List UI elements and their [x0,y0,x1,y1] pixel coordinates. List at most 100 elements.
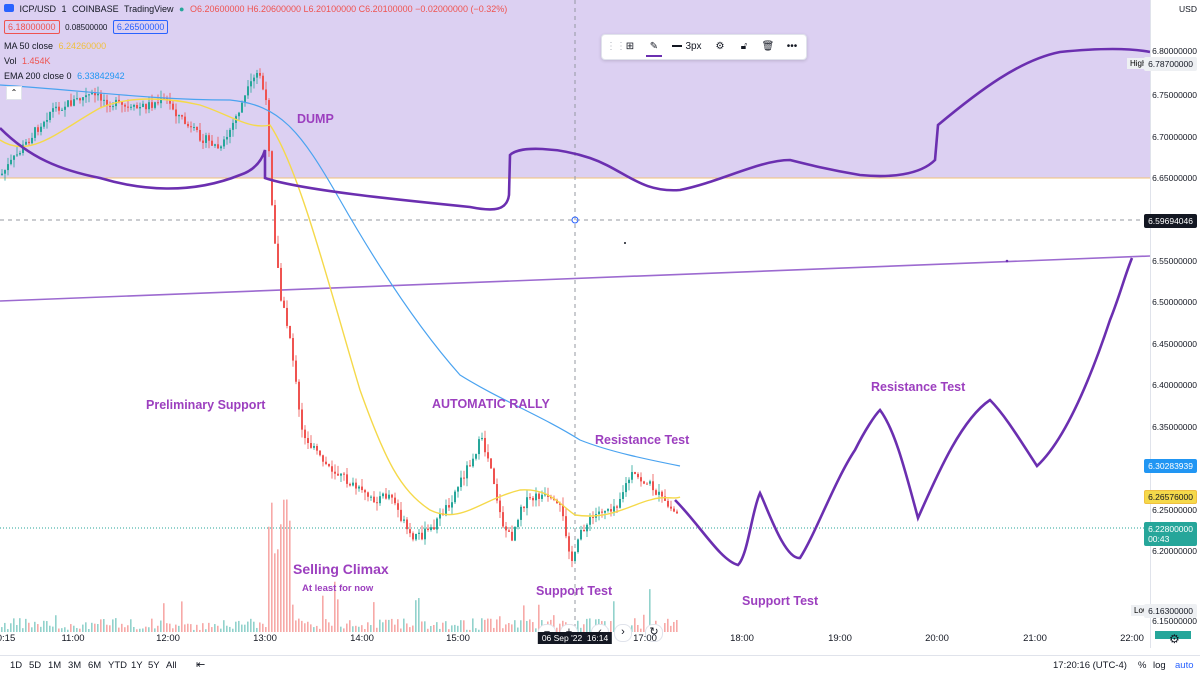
chart-settings-gear-icon[interactable]: ⚙ [1169,632,1180,646]
range-ytd[interactable]: YTD [108,660,127,671]
range-3m[interactable]: 3M [68,660,82,671]
chart-area[interactable]: ICP/USD 1 COINBASE TradingView ● O6.2060… [0,0,1150,648]
range-6m[interactable]: 6M [88,660,102,671]
range-1m[interactable]: 1M [48,660,62,671]
price-chart[interactable] [0,0,1150,648]
volume-bar [268,526,270,632]
range-5d[interactable]: 5D [29,660,42,671]
ma-50-line[interactable] [0,98,681,517]
volume-bar [304,623,306,632]
price-tick: 6.65000000 [1152,173,1197,183]
candle-body [202,140,204,143]
percent-toggle[interactable]: % [1138,660,1147,671]
annotation-dump[interactable]: DUMP [297,112,334,126]
volume-bar [499,616,501,632]
range-1d[interactable]: 1D [10,660,23,671]
drawing-toolbar[interactable]: ⋮⋮ ⊞ ✎ 3px ⚙ 🔓︎ 🗑︎ ••• [601,34,807,60]
candle-body [277,243,279,268]
annotation-support-test-1[interactable]: Support Test [536,584,613,598]
annotation-selling-climax[interactable]: Selling Climax [293,561,389,577]
clock-timezone[interactable]: 17:20:16 (UTC-4) [1053,660,1127,671]
volume-bar [292,604,294,632]
volume-bar [376,627,378,632]
drawn-projection-path[interactable] [674,257,1134,567]
annotation-automatic-rally[interactable]: AUTOMATIC RALLY [432,397,550,411]
annotation-preliminary-support[interactable]: Preliminary Support [146,398,266,412]
trend-line-anchor[interactable] [1005,259,1009,263]
annotation-resistance-test-1[interactable]: Resistance Test [595,433,690,447]
candle-body [334,471,336,474]
scroll-right-button[interactable]: › [614,624,632,642]
volume-bar [613,601,615,632]
currency-label[interactable]: USD [1179,4,1197,14]
volume-bar [106,624,108,632]
volume-bar [583,624,585,632]
candle-body [133,104,135,107]
settings-gear-icon[interactable]: ⚙ [715,41,725,52]
symbol-name[interactable]: ICP/USD [19,4,57,14]
crosshair-dot [571,216,579,224]
legend-ema[interactable]: EMA 200 close 0 6.33842942 [4,71,128,81]
templates-icon[interactable]: ⊞ [625,41,635,52]
legend-ma[interactable]: MA 50 close 6.24260000 [4,41,109,51]
candle-body [382,493,384,497]
price-tick: 6.70000000 [1152,132,1197,142]
volume-bar [364,629,366,632]
drawn-channel-curve[interactable] [0,47,1150,211]
candle-body [655,490,657,495]
range-1y[interactable]: 1Y [131,660,143,671]
interval[interactable]: 1 [61,4,67,14]
volume-bar [25,618,27,632]
volume-bar [508,623,510,632]
auto-toggle[interactable]: auto [1175,660,1194,671]
bid-price-button[interactable]: 6.18000000 [4,20,60,34]
volume-bar [226,625,228,632]
candle-body [25,141,27,145]
volume-bar [325,619,327,632]
candle-body [82,97,84,101]
ema-200-line[interactable] [0,84,681,467]
volume-bar [340,626,342,632]
ask-price-button[interactable]: 6.26500000 [112,20,169,34]
volume-bar [409,627,411,632]
candle-body [184,116,186,124]
go-to-date-icon[interactable]: ⇤ [196,659,206,671]
candle-body [130,106,132,108]
candle-body [445,505,447,516]
legend-volume[interactable]: Vol 1.454K [4,56,54,66]
volume-bar [370,625,372,632]
collapse-legend-icon[interactable]: ⌃ [6,86,22,100]
log-toggle[interactable]: log [1153,660,1166,671]
volume-bar [76,628,78,632]
annotation-at-least[interactable]: At least for now [302,583,374,594]
range-5y[interactable]: 5Y [148,660,160,671]
volume-bar [283,499,285,632]
trash-icon[interactable]: 🗑︎ [761,41,775,52]
candle-body [571,551,573,562]
volume-bar [67,629,69,632]
pencil-color-icon[interactable]: ✎ [646,39,662,57]
range-all[interactable]: All [166,660,177,671]
volume-bar [673,621,675,632]
legend-symbol-row[interactable]: ICP/USD 1 COINBASE TradingView ● O6.2060… [4,4,510,14]
lock-icon[interactable]: 🔓︎ [740,41,748,52]
candle-body [214,144,216,146]
price-axis[interactable]: USD 6.80000000 6.75000000 6.70000000 6.6… [1127,0,1200,648]
trend-line[interactable] [0,255,1150,302]
line-width-button[interactable]: 3px [672,39,702,55]
candle-body [451,502,453,508]
annotation-resistance-test-2[interactable]: Resistance Test [871,380,966,394]
vol-value: 1.454K [22,56,51,66]
volume-bar [421,621,423,632]
candle-body [625,483,627,493]
volume-bar [496,619,498,632]
more-options-icon[interactable]: ••• [786,41,798,52]
candle-body [97,93,99,96]
drag-handle-icon[interactable]: ⋮⋮ [606,41,626,52]
annotation-support-test-2[interactable]: Support Test [742,594,819,608]
volume-bar [361,625,363,632]
volume-bar [523,605,525,632]
candle-body [49,111,51,121]
reset-chart-button[interactable]: ↻ [645,624,663,642]
time-axis[interactable]: 0:15 11:00 12:00 13:00 14:00 15:00 17:00… [0,630,1150,648]
